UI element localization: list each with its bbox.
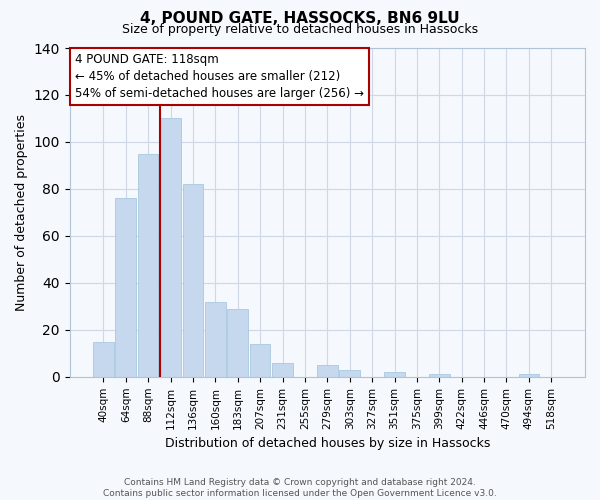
Y-axis label: Number of detached properties: Number of detached properties [15,114,28,311]
Bar [250,344,271,377]
Bar [272,362,293,377]
Bar [384,372,405,377]
Bar [138,154,158,377]
Bar [93,342,113,377]
Bar [182,184,203,377]
Bar [518,374,539,377]
Bar [340,370,360,377]
Bar [205,302,226,377]
Bar [317,365,338,377]
Bar [160,118,181,377]
Text: Contains HM Land Registry data © Crown copyright and database right 2024.
Contai: Contains HM Land Registry data © Crown c… [103,478,497,498]
Text: Size of property relative to detached houses in Hassocks: Size of property relative to detached ho… [122,22,478,36]
Bar [227,308,248,377]
X-axis label: Distribution of detached houses by size in Hassocks: Distribution of detached houses by size … [164,437,490,450]
Bar [429,374,449,377]
Text: 4 POUND GATE: 118sqm
← 45% of detached houses are smaller (212)
54% of semi-deta: 4 POUND GATE: 118sqm ← 45% of detached h… [75,53,364,100]
Bar [115,198,136,377]
Text: 4, POUND GATE, HASSOCKS, BN6 9LU: 4, POUND GATE, HASSOCKS, BN6 9LU [140,11,460,26]
